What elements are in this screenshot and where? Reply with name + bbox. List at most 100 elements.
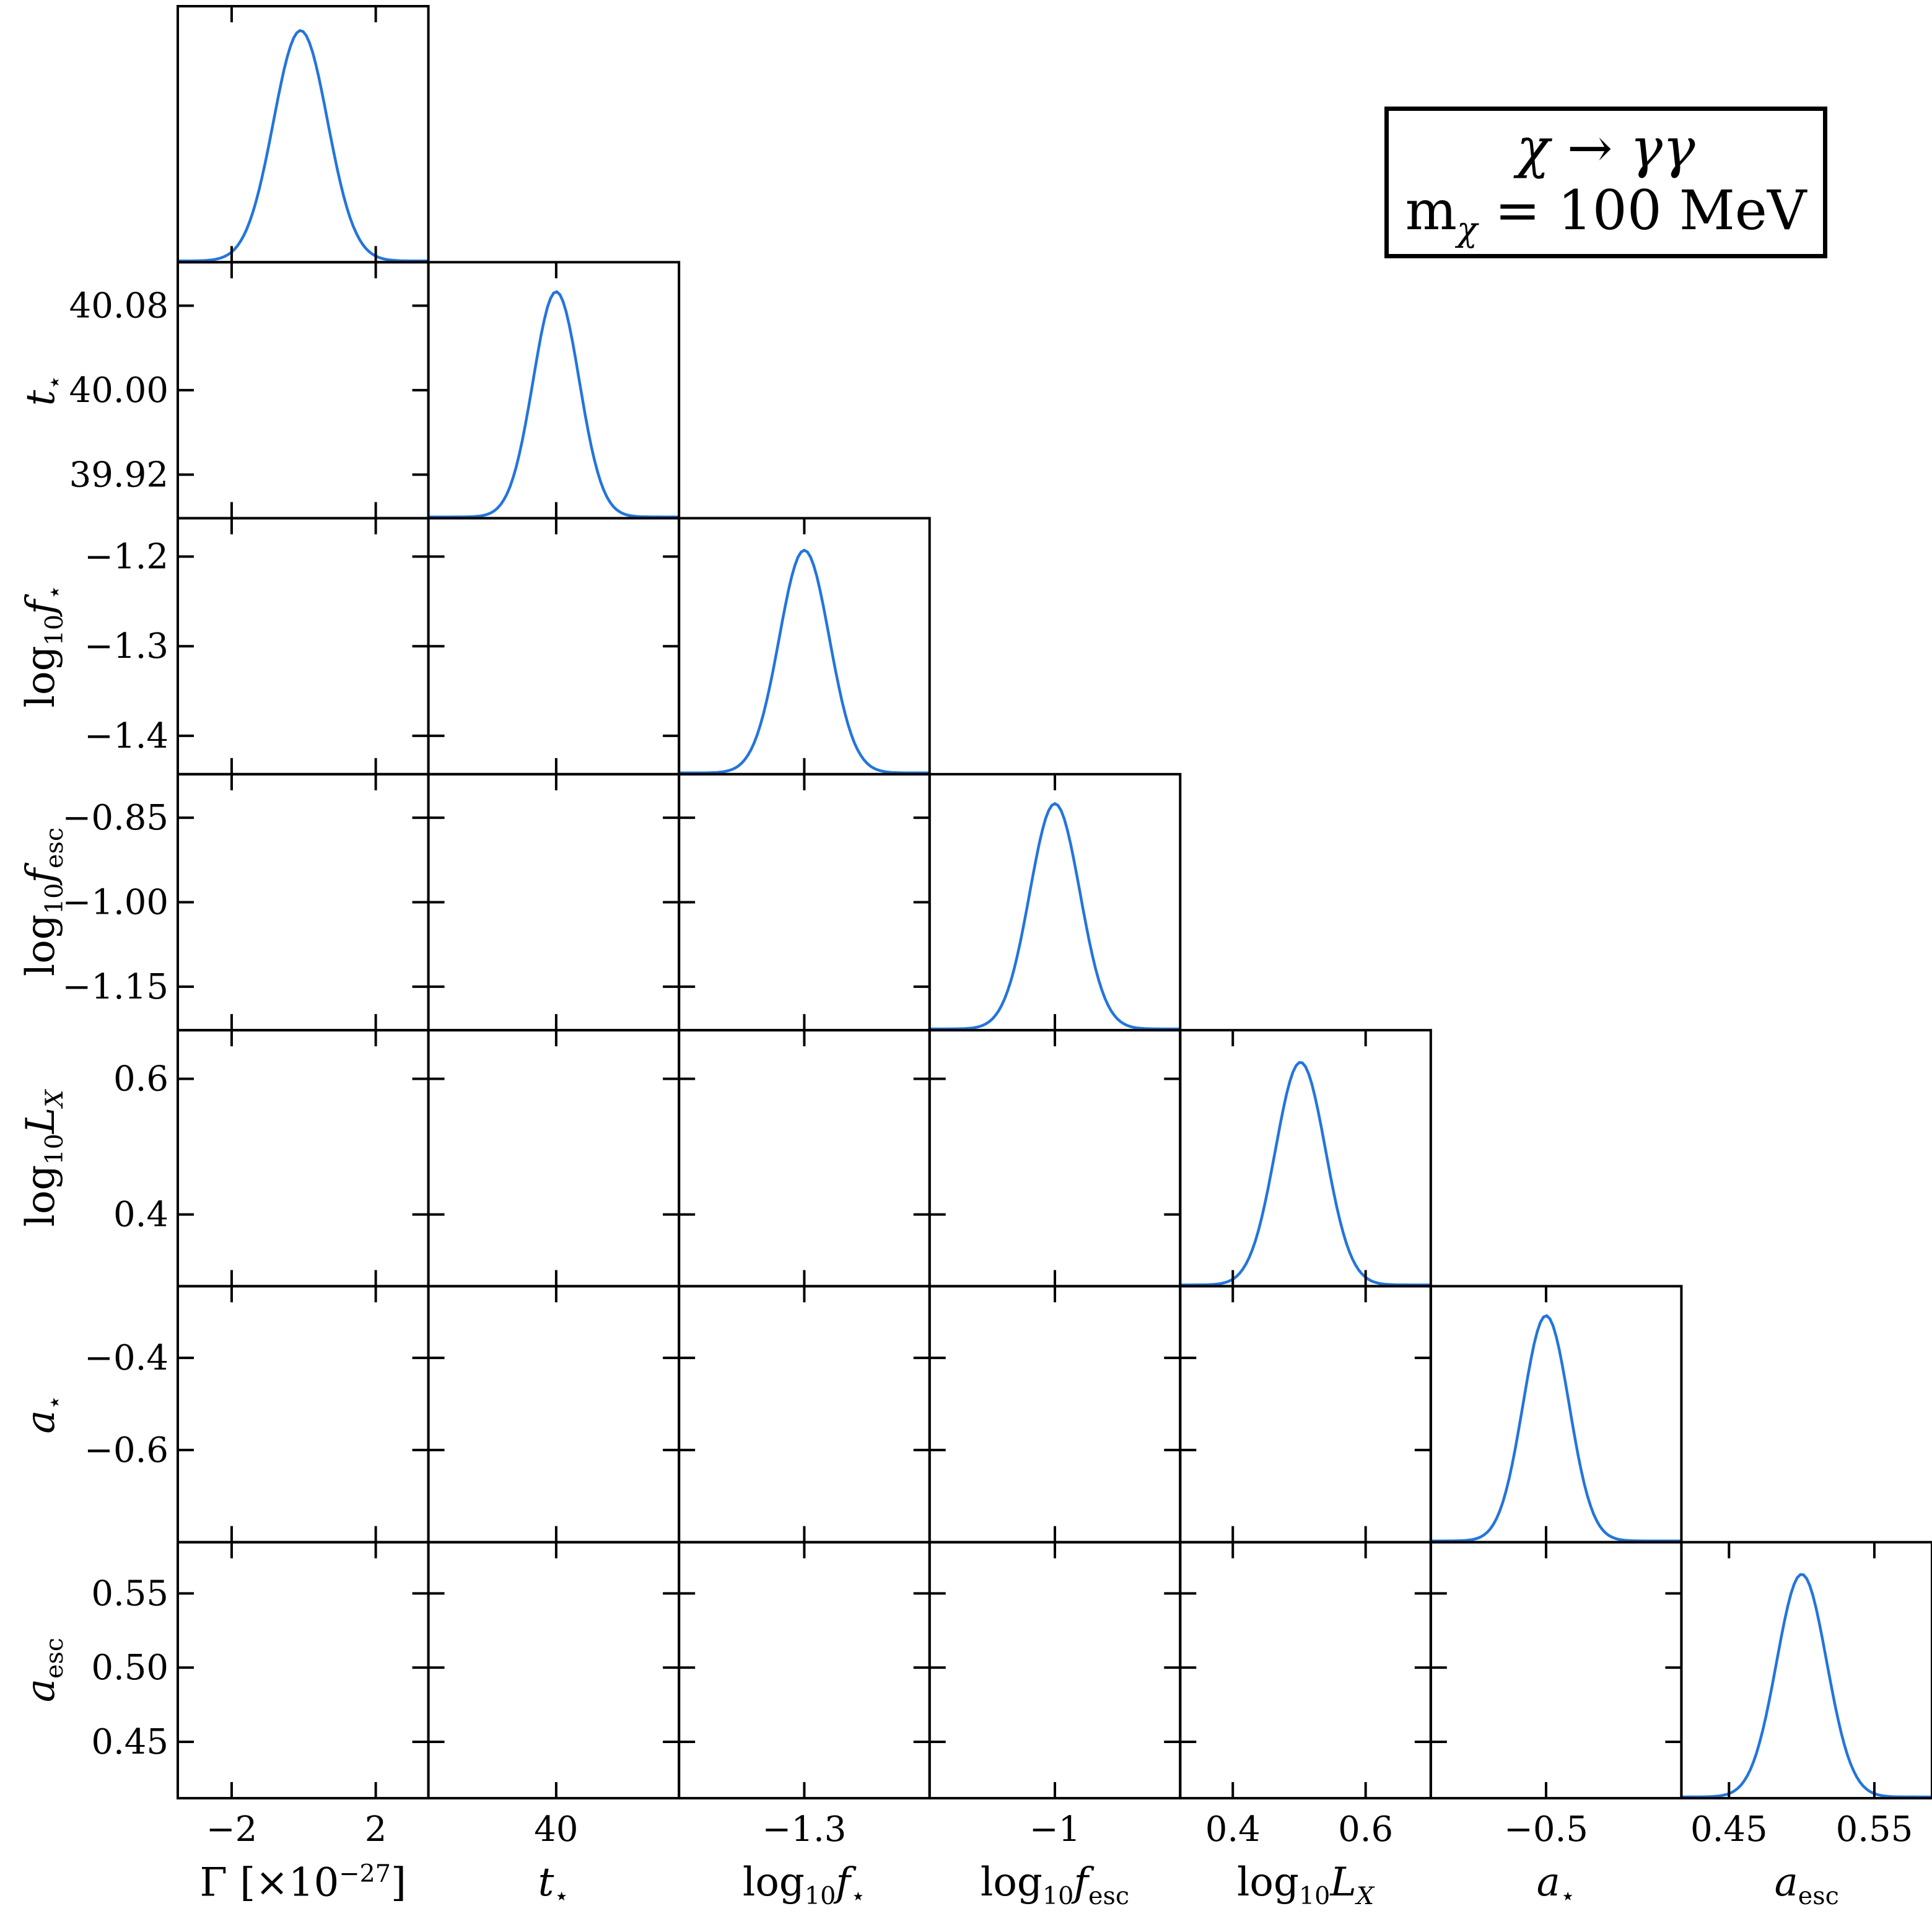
- x-tick-label-a_star: −0.5: [1504, 1809, 1588, 1850]
- panel-diag-a_star: [1429, 1285, 1683, 1544]
- x-axis-title-log10_LX: log10LX: [1236, 1860, 1375, 1910]
- panel-a_star-vs-log10_f_star: [678, 1285, 931, 1544]
- panel-frame: [177, 1029, 430, 1288]
- panel-ticks: [428, 1030, 680, 1287]
- x-axis-title-Gamma: Γ [×10−27]: [199, 1860, 407, 1906]
- panel-frame: [678, 1285, 931, 1544]
- legend-decay-channel: χ → γγ: [1516, 115, 1695, 180]
- contour-68-log10_f_star-vs-Gamma: [245, 593, 362, 699]
- panel-a_esc-vs-t_star: [427, 1541, 681, 1799]
- panel-frame: [678, 1541, 931, 1799]
- contour-68-log10_LX-vs-Gamma: [258, 1099, 349, 1195]
- contour-95-a_esc-vs-log10_LX: [1230, 1594, 1369, 1741]
- contour-95-a_star-vs-log10_f_star: [710, 1321, 899, 1487]
- panel-log10_f_esc-vs-Gamma: [177, 772, 430, 1032]
- y-axis-title-log10_f_esc: log10fesc: [18, 828, 69, 977]
- contour-68-a_esc-vs-log10_LX: [1257, 1624, 1341, 1711]
- panel-frame: [177, 772, 430, 1032]
- y-tick-label-log10_f_star: −1.2: [84, 537, 168, 577]
- panel-ticks: [1180, 1286, 1431, 1542]
- contour-95-t_star-vs-Gamma: [202, 299, 404, 481]
- y-axis-title-log10_LX: log10LX: [18, 1090, 69, 1227]
- panel-frame: [1429, 1285, 1683, 1544]
- panel-a_star-vs-Gamma: [177, 1285, 430, 1544]
- contour-95-a_esc-vs-a_star: [1474, 1598, 1618, 1738]
- contour-95-a_esc-vs-Gamma: [206, 1585, 400, 1751]
- panel-log10_LX-vs-t_star: [427, 1029, 681, 1288]
- contour-68-a_star-vs-t_star: [500, 1354, 613, 1454]
- panel-diag-Gamma: [177, 5, 430, 264]
- x-tick-label-Gamma: −2: [206, 1809, 258, 1850]
- contour-95-log10_f_star-vs-t_star: [470, 560, 642, 733]
- contour-95-a_esc-vs-log10_f_esc: [956, 1585, 1154, 1751]
- marginal-curve-a_esc: [1681, 1573, 1932, 1798]
- marginal-curve-log10_LX: [1180, 1060, 1431, 1287]
- panel-log10_f_esc-vs-log10_f_star: [678, 772, 931, 1032]
- y-tick-label-a_esc: 0.55: [91, 1573, 168, 1614]
- contour-95-a_star-vs-log10_LX: [1209, 1321, 1389, 1488]
- panel-frame: [1429, 1541, 1683, 1799]
- contour-95-log10_LX-vs-log10_f_star: [714, 1068, 895, 1226]
- contour-68-t_star-vs-Gamma: [242, 335, 364, 445]
- panel-ticks: [679, 774, 930, 1031]
- panel-frame: [427, 1029, 681, 1288]
- panel-log10_LX-vs-log10_f_esc: [928, 1029, 1182, 1288]
- panel-diag-a_esc: [1680, 1541, 1932, 1799]
- marginal-curve-log10_f_star: [679, 548, 930, 774]
- panel-frame: [928, 772, 1182, 1032]
- panel-frame: [427, 1285, 681, 1544]
- panel-frame: [427, 772, 681, 1032]
- contour-68-a_esc-vs-a_star: [1503, 1626, 1589, 1710]
- x-axis-title-a_star: a⋆: [1536, 1860, 1576, 1910]
- panel-frame: [1179, 1285, 1432, 1544]
- panel-frame: [678, 517, 931, 776]
- panel-ticks: [178, 1286, 429, 1542]
- panel-frame: [427, 261, 681, 520]
- panel-ticks: [428, 1542, 680, 1798]
- contour-95-log10_LX-vs-t_star: [465, 1068, 647, 1226]
- panel-frame: [928, 1285, 1182, 1544]
- contour-95-log10_LX-vs-Gamma: [227, 1067, 379, 1226]
- panel-a_esc-vs-log10_LX: [1179, 1541, 1432, 1799]
- x-tick-label-a_esc: 0.45: [1690, 1809, 1768, 1850]
- y-tick-label-t_star: 40.00: [69, 370, 168, 411]
- y-axis-title-log10_f_star: log10f⋆: [18, 584, 69, 708]
- contour-68-a_star-vs-log10_LX: [1245, 1354, 1353, 1454]
- contour-95-log10_f_esc-vs-t_star: [471, 822, 641, 982]
- panel-ticks: [929, 1286, 1181, 1542]
- contour-68-a_star-vs-log10_f_esc: [1001, 1354, 1109, 1454]
- legend-box: χ → γγ mχ = 100 MeV: [1384, 107, 1827, 258]
- panel-log10_f_esc-vs-t_star: [427, 772, 681, 1032]
- panel-ticks: [679, 1286, 930, 1542]
- panel-a_esc-vs-Gamma: [177, 1541, 430, 1799]
- contour-68-a_star-vs-Gamma: [242, 1350, 364, 1458]
- y-tick-label-log10_f_star: −1.3: [84, 626, 168, 667]
- panel-frame: [427, 1541, 681, 1799]
- contour-68-log10_f_esc-vs-Gamma: [271, 864, 335, 940]
- panel-ticks: [1430, 1542, 1682, 1798]
- contour-68-log10_LX-vs-t_star: [502, 1099, 611, 1194]
- y-tick-labels: 40.08 40.00 39.92 −1.2 −1.3 −1.4 −0.85 −1.00 −1.…: [62, 286, 168, 1763]
- y-tick-label-log10_LX: 0.6: [113, 1059, 168, 1099]
- y-tick-label-t_star: 39.92: [69, 455, 168, 495]
- marginal-curve-t_star: [428, 290, 680, 518]
- y-tick-label-log10_f_esc: −0.85: [62, 798, 168, 838]
- panel-frame: [177, 261, 430, 520]
- panel-log10_LX-vs-log10_f_star: [678, 1029, 931, 1288]
- panel-ticks: [428, 1286, 680, 1542]
- contour-95-a_star-vs-Gamma: [201, 1314, 405, 1494]
- x-tick-label-log10_LX: 0.6: [1338, 1809, 1393, 1850]
- contour-68-log10_f_star-vs-t_star: [504, 594, 608, 698]
- panel-t_star-vs-Gamma: [177, 261, 430, 520]
- panel-ticks: [178, 774, 429, 1031]
- panel-frame: [177, 517, 430, 776]
- contour-95-log10_f_star-vs-Gamma: [206, 558, 401, 734]
- contour-68-a_star-vs-log10_f_star: [748, 1354, 860, 1454]
- y-tick-label-t_star: 40.08: [69, 286, 168, 326]
- x-axis-title-a_esc: aesc: [1774, 1860, 1839, 1910]
- panel-log10_LX-vs-Gamma: [177, 1029, 430, 1288]
- panel-ticks: [428, 518, 680, 774]
- panel-ticks: [178, 1030, 429, 1287]
- contour-68-a_esc-vs-log10_f_esc: [995, 1618, 1114, 1718]
